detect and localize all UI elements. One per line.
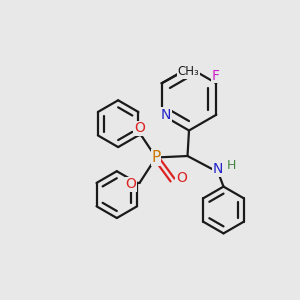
Text: O: O xyxy=(134,122,145,135)
Text: CH₃: CH₃ xyxy=(177,65,199,78)
Text: H: H xyxy=(226,159,236,172)
Text: F: F xyxy=(212,69,220,83)
Text: P: P xyxy=(152,150,160,165)
Text: O: O xyxy=(176,172,187,185)
Text: O: O xyxy=(126,178,136,191)
Text: N: N xyxy=(160,108,171,122)
Text: N: N xyxy=(212,162,223,176)
